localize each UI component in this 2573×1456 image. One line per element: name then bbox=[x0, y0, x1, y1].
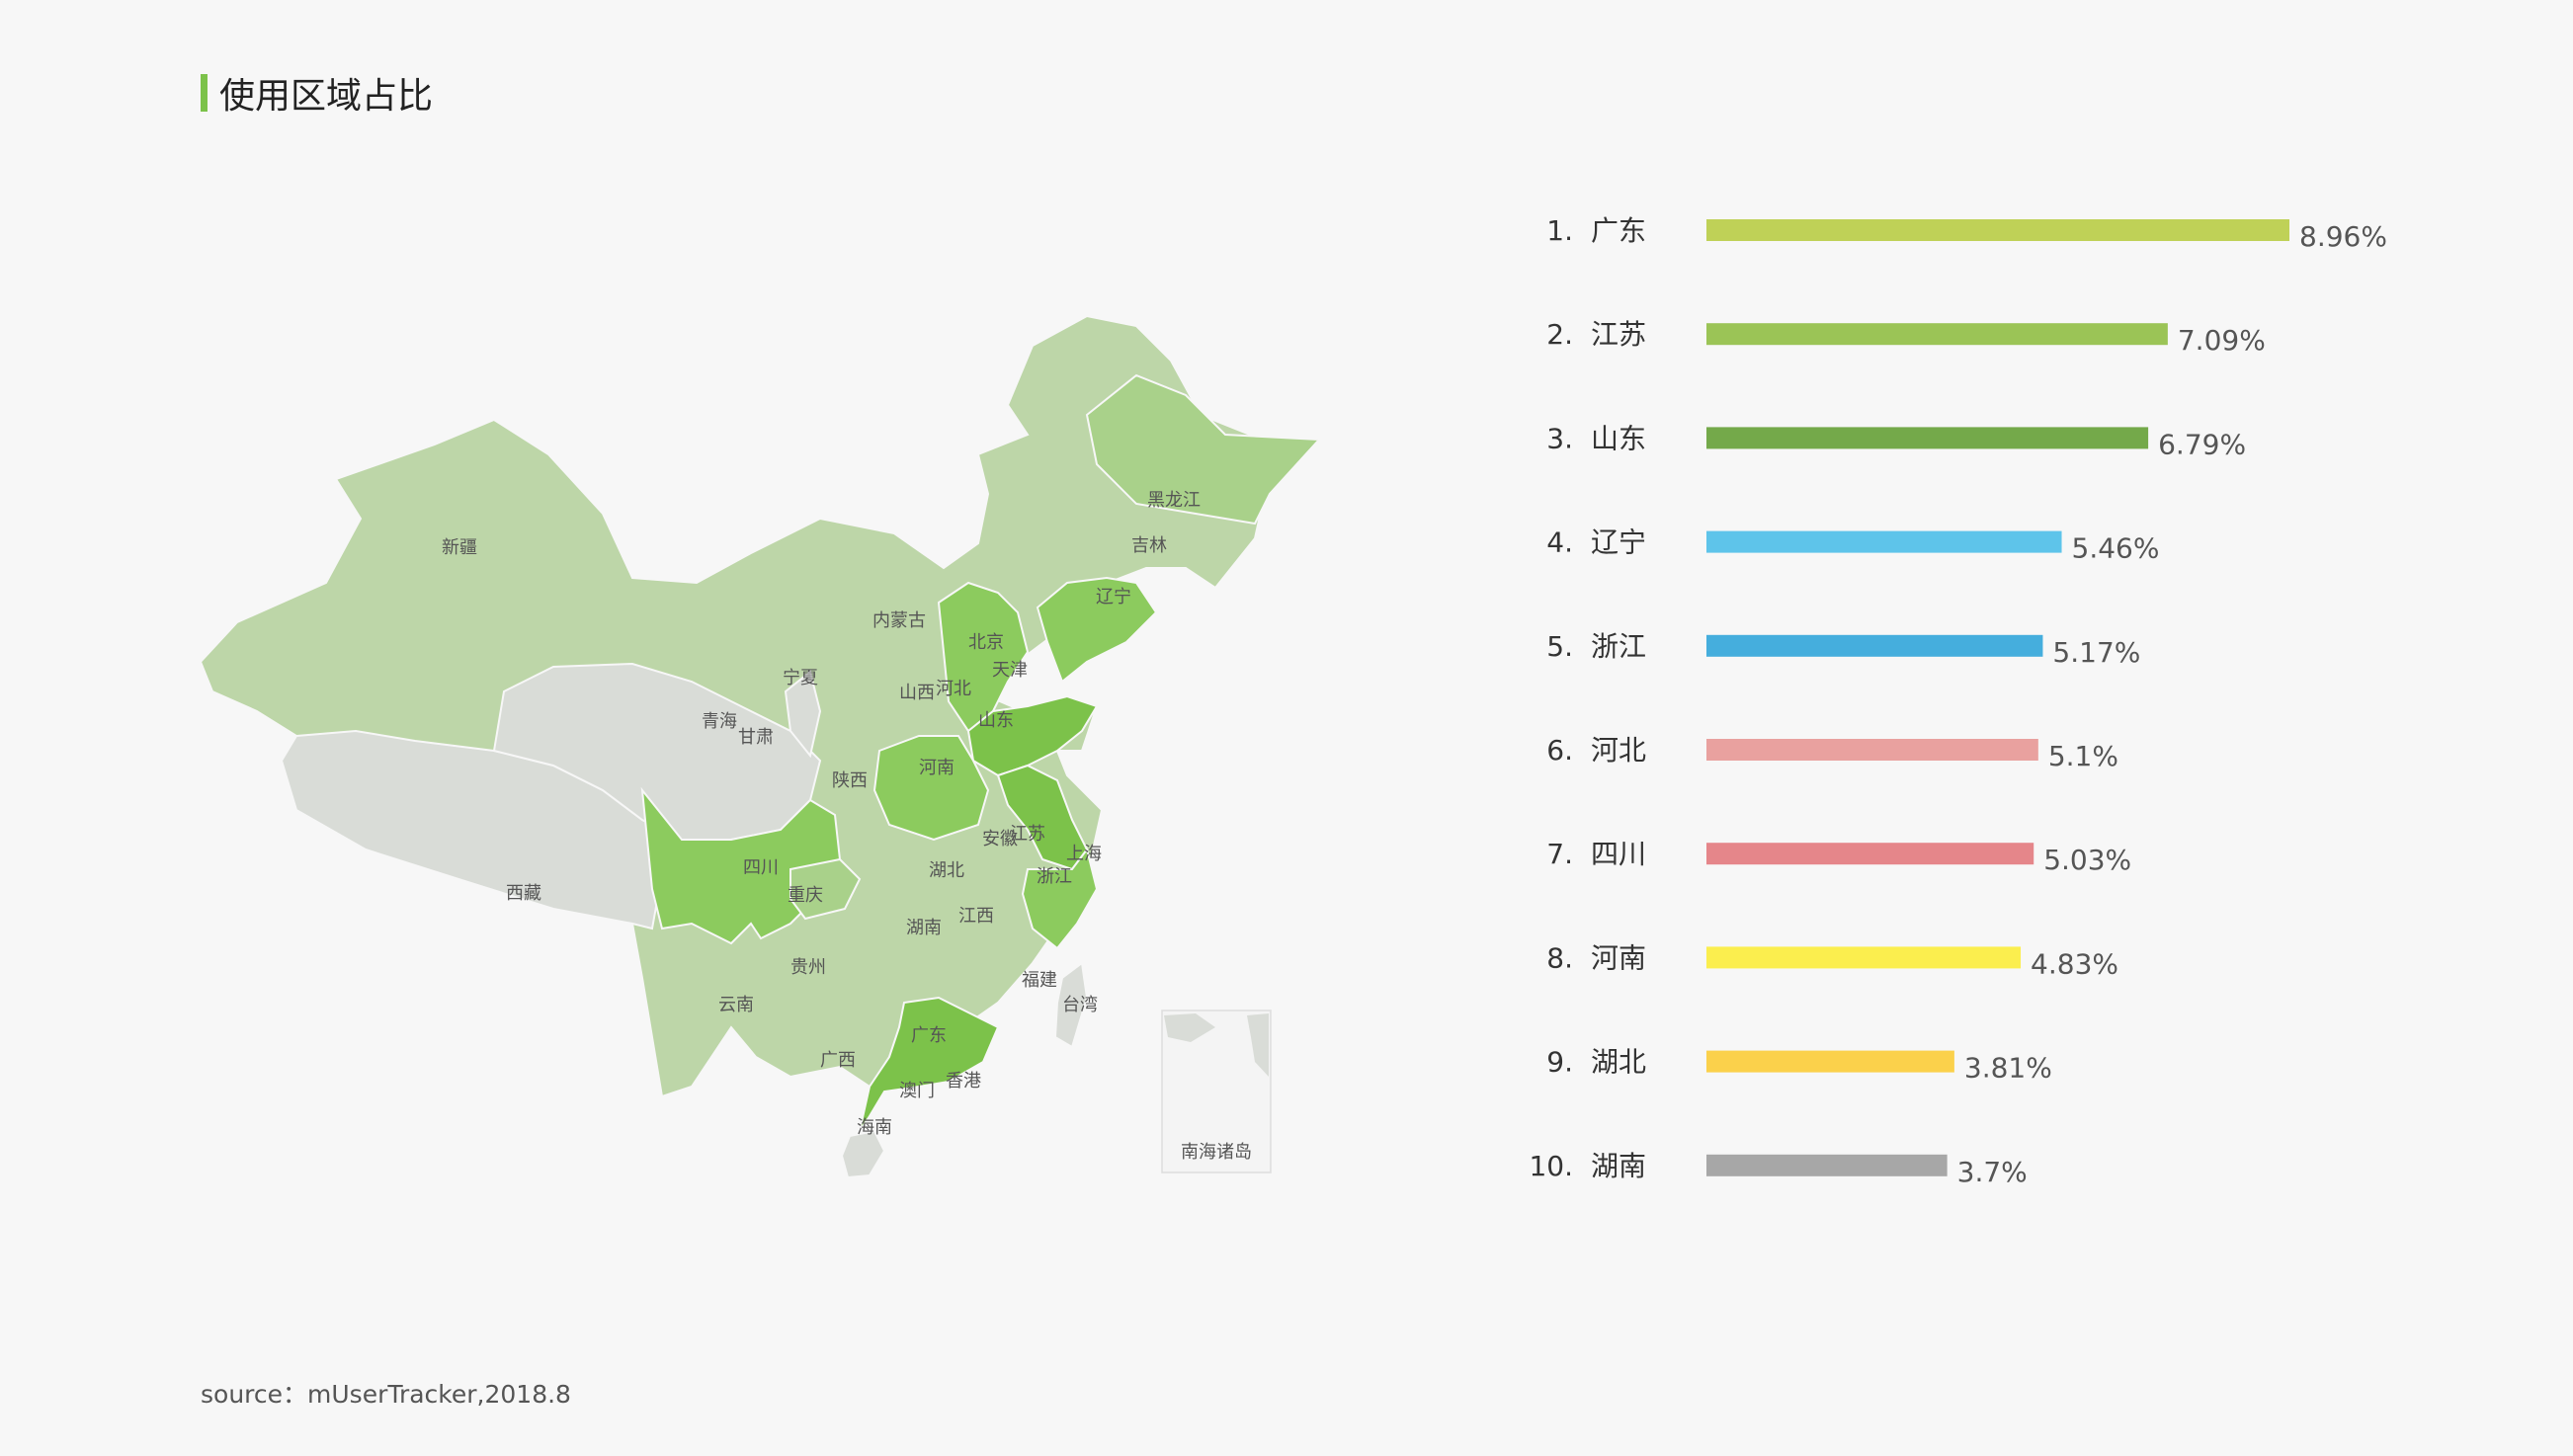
province-label: 澳门 bbox=[899, 1081, 935, 1101]
province-label: 上海 bbox=[1066, 844, 1102, 864]
rank-number: 9. bbox=[1546, 1046, 1573, 1079]
province-label: 黑龙江 bbox=[1147, 490, 1201, 511]
province-label: 辽宁 bbox=[1096, 587, 1131, 607]
province-label: 河北 bbox=[936, 679, 971, 699]
province-label: 山东 bbox=[978, 710, 1014, 731]
rank-number: 4. bbox=[1546, 526, 1573, 559]
bar-6 bbox=[1706, 739, 2038, 761]
rank-category-label: 湖北 bbox=[1591, 1046, 1646, 1079]
title-text: 使用区域占比 bbox=[219, 76, 434, 117]
bar-3 bbox=[1706, 427, 2149, 449]
province-label: 新疆 bbox=[442, 537, 477, 558]
province-label: 吉林 bbox=[1131, 535, 1167, 556]
province-label: 湖南 bbox=[906, 918, 942, 938]
rank-category-label: 江苏 bbox=[1591, 318, 1646, 351]
bar-7 bbox=[1706, 843, 2034, 865]
bar-9 bbox=[1706, 1050, 1954, 1073]
bar-10 bbox=[1706, 1154, 1948, 1176]
province-liaoning bbox=[1036, 576, 1158, 684]
bar-value-label: 5.17% bbox=[2052, 636, 2140, 669]
province-label: 香港 bbox=[946, 1071, 981, 1092]
province-label: 贵州 bbox=[790, 957, 826, 978]
source-note: source：mUserTracker,2018.8 bbox=[201, 1380, 571, 1409]
rank-number: 10. bbox=[1529, 1150, 1573, 1182]
province-label: 广西 bbox=[820, 1050, 856, 1071]
province-label: 内蒙古 bbox=[872, 610, 926, 631]
province-label: 四川 bbox=[743, 857, 779, 878]
rank-number: 7. bbox=[1546, 838, 1573, 870]
province-label: 浙江 bbox=[1037, 866, 1072, 887]
province-zhejiang bbox=[1021, 847, 1099, 950]
rank-category-label: 山东 bbox=[1591, 422, 1646, 454]
province-hebei bbox=[937, 581, 1030, 733]
bar-value-label: 6.79% bbox=[2158, 428, 2246, 460]
bar-value-label: 8.96% bbox=[2299, 220, 2387, 253]
bar-1 bbox=[1706, 219, 2289, 241]
province-chongqing bbox=[789, 857, 862, 921]
province-label: 重庆 bbox=[788, 885, 823, 906]
province-ningxia bbox=[784, 670, 822, 759]
province-label: 山西 bbox=[899, 683, 935, 703]
rank-category-label: 河南 bbox=[1591, 941, 1646, 974]
rank-category-label: 辽宁 bbox=[1591, 526, 1646, 559]
bar-5 bbox=[1706, 634, 2043, 657]
province-label: 天津 bbox=[992, 660, 1028, 681]
rank-category-label: 湖南 bbox=[1591, 1150, 1646, 1182]
bar-value-label: 4.83% bbox=[2031, 947, 2118, 980]
province-label: 江西 bbox=[958, 906, 994, 927]
inset-label: 南海诸岛 bbox=[1181, 1142, 1252, 1163]
bar-value-label: 3.81% bbox=[1964, 1052, 2052, 1085]
province-label: 陕西 bbox=[832, 770, 868, 791]
province-label: 福建 bbox=[1022, 970, 1057, 991]
province-guangdong bbox=[859, 996, 1000, 1132]
rank-category-label: 浙江 bbox=[1591, 630, 1646, 663]
province-label: 青海 bbox=[702, 711, 737, 732]
bar-value-label: 3.7% bbox=[1957, 1156, 2028, 1188]
title-accent-bar bbox=[201, 74, 208, 112]
province-label: 广东 bbox=[911, 1025, 947, 1046]
province-label: 河南 bbox=[919, 758, 954, 778]
rank-number: 8. bbox=[1546, 941, 1573, 974]
rank-category-label: 河北 bbox=[1591, 734, 1646, 767]
inset-coast bbox=[1164, 1013, 1215, 1042]
province-label: 海南 bbox=[857, 1117, 892, 1138]
rank-number: 1. bbox=[1546, 214, 1573, 247]
province-hainan bbox=[840, 1129, 886, 1179]
province-taiwan bbox=[1053, 961, 1089, 1049]
bar-2 bbox=[1706, 323, 2168, 346]
rank-number: 5. bbox=[1546, 630, 1573, 663]
bar-4 bbox=[1706, 530, 2062, 553]
province-label: 甘肃 bbox=[738, 727, 774, 748]
bar-value-label: 7.09% bbox=[2178, 324, 2266, 357]
province-label: 台湾 bbox=[1062, 995, 1098, 1015]
province-heilongjiang bbox=[1085, 373, 1322, 526]
province-label: 云南 bbox=[718, 995, 754, 1015]
bar-value-label: 5.46% bbox=[2072, 532, 2160, 565]
rank-number: 6. bbox=[1546, 734, 1573, 767]
bar-value-label: 5.03% bbox=[2043, 844, 2131, 876]
rank-number: 2. bbox=[1546, 318, 1573, 351]
province-label: 北京 bbox=[968, 632, 1004, 653]
rank-category-label: 广东 bbox=[1591, 214, 1646, 247]
province-shandong bbox=[966, 694, 1099, 777]
rank-category-label: 四川 bbox=[1591, 838, 1646, 870]
bar-8 bbox=[1706, 946, 2022, 969]
province-label: 江苏 bbox=[1010, 824, 1045, 845]
province-label: 安徽 bbox=[982, 829, 1018, 849]
province-label: 西藏 bbox=[506, 883, 541, 904]
inset-coast-right bbox=[1247, 1013, 1269, 1077]
province-label: 湖北 bbox=[929, 860, 964, 881]
province-henan bbox=[872, 735, 990, 842]
province-label: 宁夏 bbox=[783, 668, 818, 688]
bar-value-label: 5.1% bbox=[2048, 740, 2118, 772]
chart-title: 使用区域占比 bbox=[201, 71, 433, 117]
rank-number: 3. bbox=[1546, 422, 1573, 454]
